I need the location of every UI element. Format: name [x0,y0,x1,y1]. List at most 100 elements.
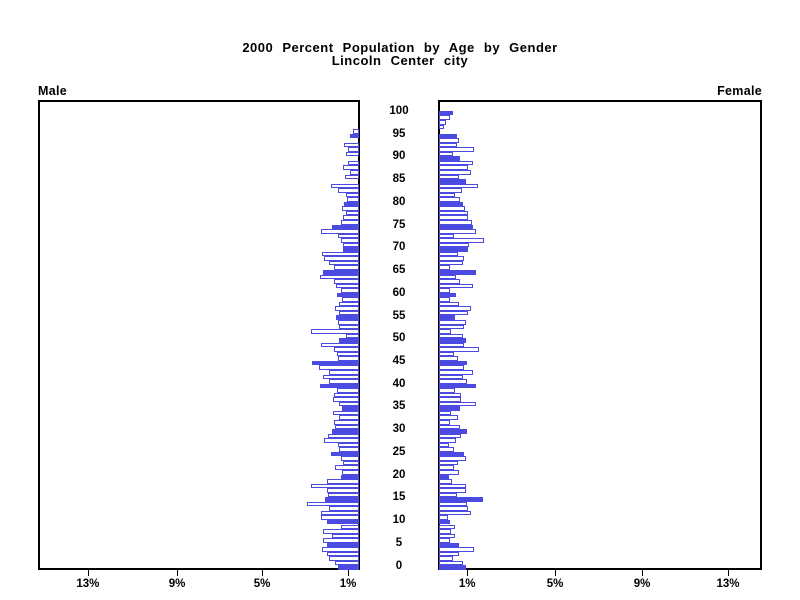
male-bar-age-52 [310,329,359,334]
male-bar-age-86 [344,174,359,180]
male-bar-age-51 [346,333,359,339]
male-bar-age-77 [343,215,359,220]
female-bar-age-72 [439,238,484,243]
male-bar-age-35 [342,406,359,411]
female-bar-age-99 [439,115,451,120]
female-bar-age-38 [439,392,461,398]
male-bar-age-38 [334,392,359,398]
female-bar-age-48 [439,347,480,352]
female-bar-age-85 [439,179,466,184]
male-bar-age-81 [347,197,359,202]
female-bar-age-70 [439,247,469,252]
female-bar-age-82 [439,192,456,198]
male-bar-age-43 [329,370,359,375]
female-bars-panel [438,100,762,570]
male-bar-age-32 [334,420,359,425]
female-bar-age-39 [439,388,456,393]
female-bar-age-9 [439,524,456,530]
female-bar-age-2 [439,556,453,561]
male-bar-age-5 [327,542,359,548]
male-bar-age-48 [334,347,359,352]
female-bar-age-60 [439,292,456,298]
female-bar-age-42 [439,374,463,380]
male-bar-age-93 [344,142,359,148]
female-bar-age-79 [439,206,465,211]
male-bar-age-70 [342,247,359,252]
male-bar-age-72 [341,238,359,243]
female-bar-age-73 [439,233,455,239]
age-tick-label-10: 10 [392,514,406,527]
male-bar-age-80 [344,201,359,207]
female-bar-age-74 [439,229,476,234]
male-bar-age-58 [339,301,359,307]
male-bar-age-25 [331,451,359,457]
male-bar-age-84 [331,183,359,189]
male-bar-age-64 [319,274,359,280]
male-percent-tick-9% [177,570,179,576]
male-bar-age-96 [352,129,359,134]
male-bar-age-3 [326,551,359,557]
male-bar-age-17 [327,488,359,493]
male-bar-age-88 [343,165,359,170]
male-bar-age-71 [343,242,359,248]
female-percent-tick-1% [467,570,469,576]
female-bar-age-24 [439,456,466,461]
male-bar-age-41 [329,379,359,384]
female-bar-age-13 [439,506,468,511]
female-panel-label: Female [717,84,762,98]
female-bar-age-67 [439,260,463,266]
female-bar-age-100 [439,110,453,116]
male-bar-age-11 [320,515,359,520]
female-bar-age-41 [439,379,467,384]
female-bar-age-93 [439,142,457,148]
female-bar-age-50 [439,338,466,343]
female-bar-age-53 [439,324,464,330]
male-bar-age-26 [339,447,359,452]
female-bar-age-66 [439,265,451,270]
female-bar-age-10 [439,519,451,525]
age-tick-label-70: 70 [392,241,406,254]
male-bar-age-7 [332,533,359,539]
female-bar-age-25 [439,451,465,457]
female-bar-age-35 [439,406,461,411]
chart-subtitle: Lincoln Center city [331,53,469,68]
female-bar-age-5 [439,542,460,548]
female-bar-age-40 [439,383,476,389]
age-tick-label-55: 55 [392,309,406,322]
female-bar-age-84 [439,183,478,189]
female-bar-age-57 [439,306,471,311]
male-bar-age-83 [338,188,359,193]
female-bar-age-71 [439,242,470,248]
female-bar-age-69 [439,251,458,257]
female-bar-age-20 [439,474,450,480]
age-tick-label-65: 65 [392,264,406,277]
age-tick-label-50: 50 [392,332,406,345]
male-bar-age-4 [321,547,359,552]
female-bar-age-49 [439,342,464,348]
female-bar-age-12 [439,510,471,516]
male-bar-age-24 [340,456,359,461]
age-tick-label-15: 15 [392,491,406,504]
female-bar-age-51 [439,333,463,339]
female-bar-age-37 [439,397,461,402]
female-percent-tick-13% [728,570,729,576]
male-bar-age-78 [346,210,359,216]
female-bar-age-4 [439,547,475,552]
chart-title: 2000 Percent Population by Age by Gender [242,40,558,55]
female-bar-age-0 [439,565,467,570]
age-tick-label-20: 20 [392,468,406,481]
age-tick-label-40: 40 [392,377,406,390]
female-bar-age-34 [439,410,451,416]
female-bar-age-88 [439,165,468,170]
female-bar-age-58 [439,301,460,307]
male-bar-age-39 [337,388,359,393]
male-bar-age-79 [342,206,359,211]
male-bar-age-12 [320,510,359,516]
female-bar-age-87 [439,170,471,175]
male-bar-age-2 [329,556,359,561]
female-bar-age-27 [439,442,450,448]
male-percent-tick-1% [348,570,350,576]
male-bar-age-66 [334,265,359,270]
male-bar-age-87 [350,170,359,175]
